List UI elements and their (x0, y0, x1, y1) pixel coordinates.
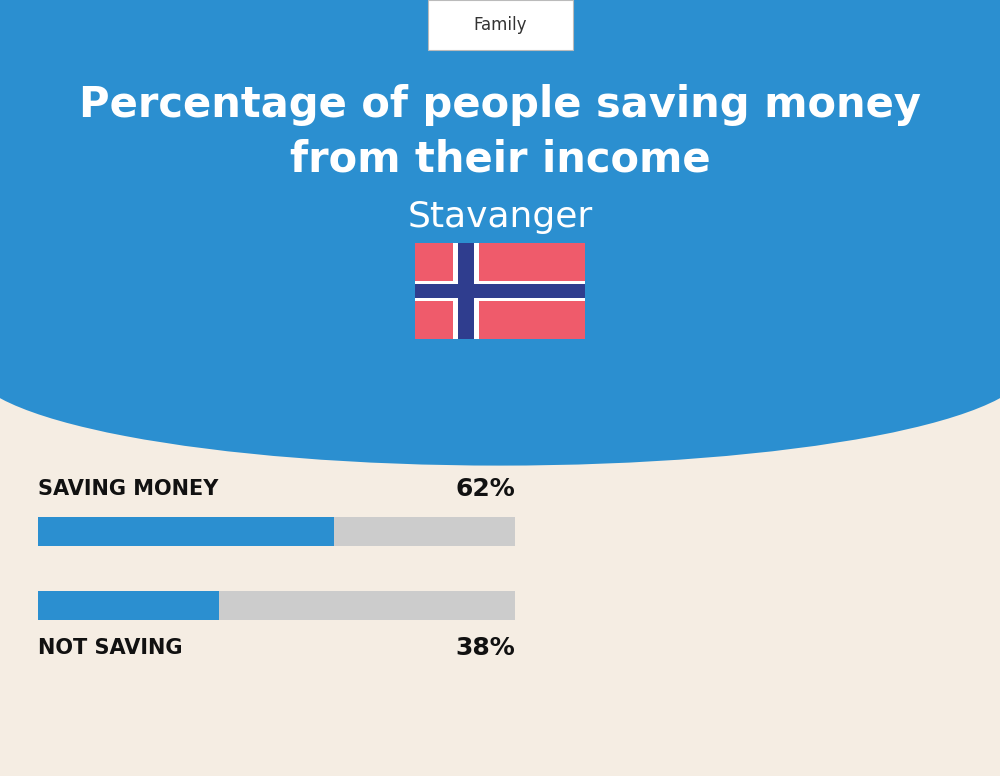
Bar (453, 243, 479, 339)
Bar (38, 591, 515, 620)
Text: NOT SAVING: NOT SAVING (38, 638, 182, 658)
Text: from their income: from their income (290, 138, 710, 180)
Text: SAVING MONEY: SAVING MONEY (38, 479, 218, 499)
Bar (38, 517, 515, 546)
Text: 38%: 38% (455, 636, 515, 660)
Text: Percentage of people saving money: Percentage of people saving money (79, 84, 921, 126)
Bar (458, 243, 474, 339)
Bar (0, 0, 1000, 365)
Ellipse shape (0, 264, 1000, 466)
Text: Family: Family (473, 16, 527, 34)
Bar (415, 284, 585, 298)
Bar (38, 517, 334, 546)
Bar (415, 281, 585, 301)
Text: Stavanger: Stavanger (407, 200, 593, 234)
FancyBboxPatch shape (428, 0, 572, 50)
Text: 62%: 62% (455, 477, 515, 501)
Bar (38, 591, 219, 620)
Bar (415, 243, 585, 339)
